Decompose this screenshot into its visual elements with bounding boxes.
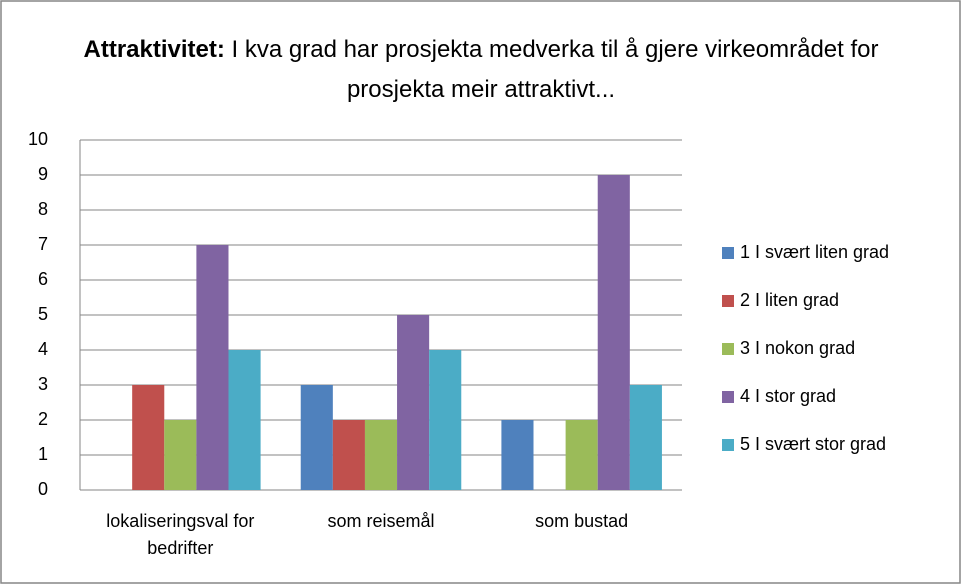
bar xyxy=(132,385,165,490)
legend-label: 3 I nokon grad xyxy=(740,338,855,358)
bar xyxy=(300,385,333,490)
legend-swatch xyxy=(722,343,734,355)
title-bold: Attraktivitet: xyxy=(83,36,225,63)
y-tick-label: 8 xyxy=(38,199,48,219)
bar xyxy=(397,315,430,490)
legend-label: 2 I liten grad xyxy=(740,290,839,310)
chart-title: Attraktivitet: I kva grad har prosjekta … xyxy=(60,30,902,110)
y-tick-label: 2 xyxy=(38,409,48,429)
y-tick-label: 9 xyxy=(38,164,48,184)
bar xyxy=(228,350,261,490)
legend-label: 5 I svært stor grad xyxy=(740,434,886,454)
y-tick-label: 6 xyxy=(38,269,48,289)
bar xyxy=(164,420,197,490)
y-tick-label: 10 xyxy=(28,129,48,149)
y-tick-label: 0 xyxy=(38,479,48,499)
bar xyxy=(597,175,630,490)
bar xyxy=(196,245,229,490)
legend-swatch xyxy=(722,439,734,451)
y-tick-label: 3 xyxy=(38,374,48,394)
bar xyxy=(565,420,598,490)
bar xyxy=(332,420,365,490)
bar xyxy=(501,420,534,490)
bar xyxy=(364,420,398,490)
legend-swatch xyxy=(722,391,734,403)
bar xyxy=(429,350,462,490)
legend-swatch xyxy=(722,247,734,259)
x-tick-label: som bustad xyxy=(535,511,629,531)
x-tick-label: lokaliseringsval for bedrifter xyxy=(106,511,255,558)
legend-label: 1 I svært liten grad xyxy=(740,242,889,262)
y-tick-label: 1 xyxy=(38,444,48,464)
y-tick-label: 4 xyxy=(38,339,48,359)
legend-label: 4 I stor grad xyxy=(740,386,836,406)
y-tick-label: 7 xyxy=(38,234,48,254)
x-tick-label: som reisemål xyxy=(327,511,435,531)
title-text: I kva grad har prosjekta medverka til å … xyxy=(231,36,879,103)
bar xyxy=(629,385,662,490)
legend-swatch xyxy=(722,295,734,307)
y-tick-label: 5 xyxy=(38,304,48,324)
